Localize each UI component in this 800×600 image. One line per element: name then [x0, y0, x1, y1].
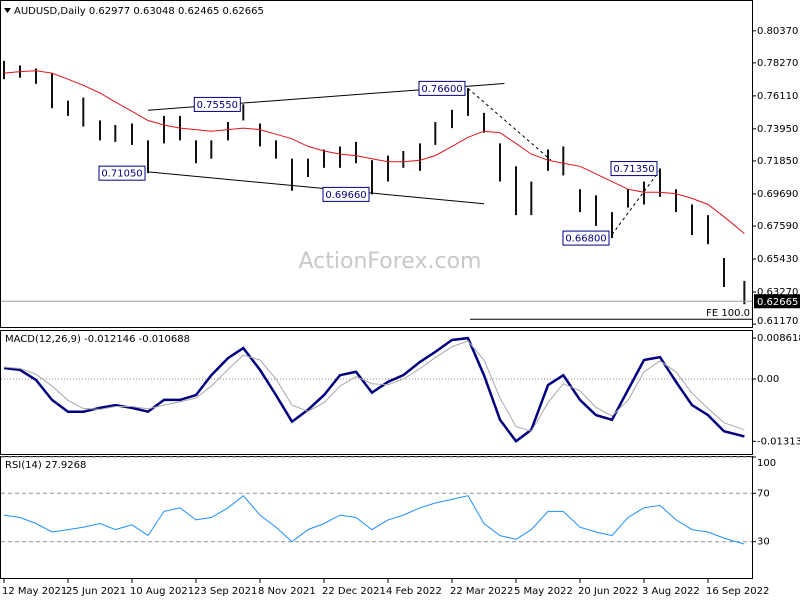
x-tick-label: 22 Mar 2022 [450, 586, 513, 597]
y-tick-label: 0.80370 [757, 26, 798, 37]
y-tick-label: 0.67590 [757, 221, 798, 232]
indicator-line [3, 340, 745, 432]
y-tick-label: 0.73950 [757, 124, 798, 135]
x-tick-label: 3 Aug 2022 [642, 586, 700, 597]
price-annotation: 0.69660 [325, 190, 366, 201]
y-tick-label: 30 [757, 537, 770, 548]
x-tick-label: 8 Nov 2021 [258, 586, 316, 597]
x-tick-label: 5 May 2022 [514, 586, 573, 597]
moving-average [3, 70, 745, 234]
x-tick-label: 20 Jun 2022 [578, 586, 638, 597]
y-tick-label: -0.013135 [757, 436, 800, 447]
fe-label: FE 100.0 [706, 308, 750, 319]
price-annotation: 0.76600 [421, 84, 462, 95]
trend-line [611, 169, 661, 235]
price-annotation-box [193, 96, 241, 112]
price-annotation: 0.71050 [101, 169, 142, 180]
y-tick-label: 0.69690 [757, 189, 798, 200]
price-annotation: 0.71350 [613, 164, 654, 175]
x-tick-label: 12 May 2021 [2, 586, 67, 597]
x-tick-label: 22 Dec 2021 [322, 586, 386, 597]
price-annotation-box [562, 230, 610, 246]
y-tick-label: 0.65430 [757, 254, 798, 265]
price-annotation-box [610, 161, 658, 177]
x-tick-label: 4 Feb 2022 [386, 586, 442, 597]
watermark: ActionForex.com [299, 249, 482, 274]
y-tick-label: 0.00 [757, 374, 779, 385]
indicator-title: MACD(12,26,9) -0.012146 -0.010688 [5, 334, 190, 345]
price-annotation: 0.66800 [565, 234, 606, 245]
y-tick-label: 100 [757, 458, 776, 469]
last-price-label: 0.62665 [757, 297, 798, 308]
last-price-box [754, 294, 800, 309]
price-panel [0, 0, 753, 328]
y-tick-label: 0.008618 [757, 333, 800, 344]
price-annotation-box [98, 165, 146, 181]
trend-line [147, 171, 485, 205]
price-annotation-box [418, 80, 466, 96]
indicator-title: RSI(14) 27.9268 [5, 460, 86, 471]
x-tick-label: 25 Jun 2021 [66, 586, 126, 597]
y-tick-label: 0.71850 [757, 156, 798, 167]
rsi-panel [0, 456, 753, 579]
trend-line [467, 88, 552, 161]
indicator-line [3, 495, 745, 545]
y-tick-label: 70 [757, 488, 770, 499]
x-tick-label: 23 Sep 2021 [194, 586, 257, 597]
y-tick-label: 0.76110 [757, 91, 798, 102]
chart-title: AUDUSD,Daily 0.62977 0.63048 0.62465 0.6… [14, 6, 264, 17]
x-tick-label: 16 Sep 2022 [706, 586, 769, 597]
symbol-icon [4, 8, 11, 13]
x-tick-label: 10 Aug 2021 [130, 586, 194, 597]
price-annotation: 0.75550 [197, 100, 238, 111]
y-tick-label: 0.78270 [757, 58, 798, 69]
macd-panel [0, 330, 753, 455]
price-annotation-box [322, 186, 370, 202]
y-tick-label: 0.63270 [757, 287, 798, 298]
y-tick-label: 0.61170 [757, 316, 798, 327]
